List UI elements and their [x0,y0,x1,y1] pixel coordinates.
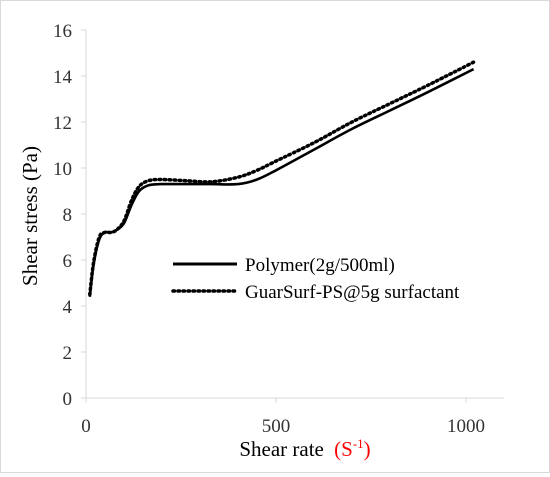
x-tick-label: 1000 [447,416,485,437]
x-axis-title: Shear rate (S-1) [239,436,370,461]
legend: Polymer(2g/500ml) GuarSurf-PS@5g surfact… [171,255,460,303]
y-axis-title: Shear stress (Pa) [18,146,42,286]
legend-label-polymer: Polymer(2g/500ml) [245,255,395,276]
y-tick-label: 4 [63,297,73,318]
y-tick-label: 0 [63,389,73,410]
y-tick-label: 10 [53,159,72,180]
series-lines [88,60,476,297]
y-tick-label: 2 [63,343,73,364]
x-axis-title-text: Shear rate [239,437,324,461]
x-axis-ticks: 0 500 1000 [81,398,485,437]
y-tick-label: 12 [53,113,72,134]
y-axis-ticks: 0 2 4 6 8 10 12 14 16 [53,21,86,410]
series-line-guarsurf [88,60,476,297]
y-tick-label: 8 [63,205,73,226]
y-tick-label: 16 [53,21,72,42]
x-axis-unit-close: ) [364,437,371,461]
y-tick-label: 14 [53,67,73,88]
y-tick-label: 6 [63,251,73,272]
x-tick-label: 500 [262,416,291,437]
x-axis-unit-open: (S [334,437,353,461]
x-axis-unit-superscript: -1 [353,436,364,451]
x-tick-label: 0 [81,416,91,437]
legend-label-guarsurf: GuarSurf-PS@5g surfactant [245,282,460,303]
